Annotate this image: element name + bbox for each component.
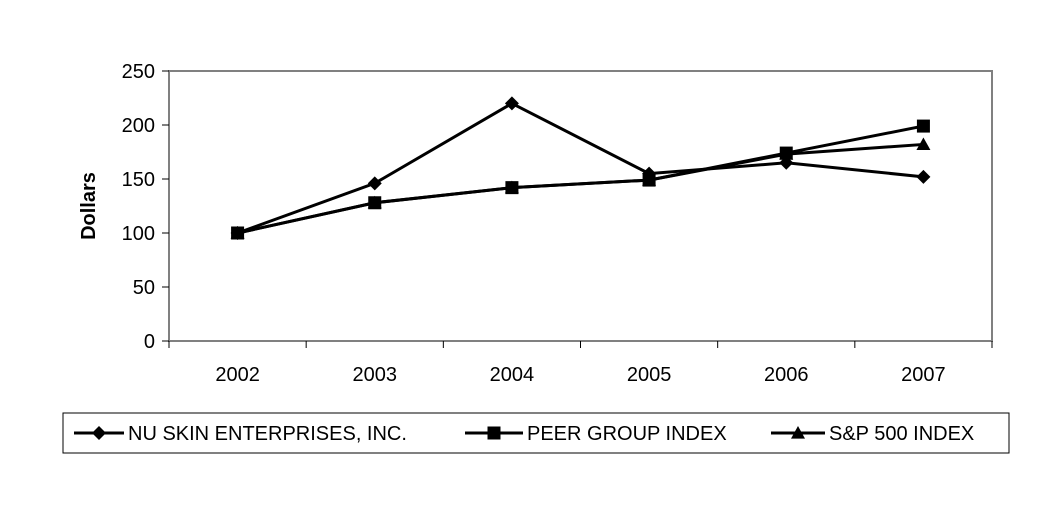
data-point-diamond [642,166,657,181]
y-axis: 0 50 100 150 200 250 [122,61,169,353]
series-line [237,101,924,235]
x-axis: 2002 2003 2004 2005 2006 2007 [168,341,993,386]
legend-item: PEER GROUP INDEX [465,423,727,445]
legend-label: S&P 500 INDEX [829,423,974,445]
plot-area [168,70,993,342]
y-tick-label: 250 [122,61,155,83]
data-point-diamond [779,155,794,170]
x-tick-label: 2003 [353,364,398,386]
series-diamond [230,96,931,240]
x-tick-label: 2005 [627,364,672,386]
data-point-square [505,181,519,195]
legend-item: S&P 500 INDEX [771,423,974,445]
data-point-square [368,196,382,210]
data-point-diamond [230,226,245,240]
data-point-square [916,119,930,133]
series-line [237,124,924,235]
x-tick-label: 2002 [215,364,260,386]
y-tick-label: 150 [122,169,155,191]
legend-item: NU SKIN ENTERPRISES, INC. [74,423,407,445]
legend-entries: NU SKIN ENTERPRISES, INC. PEER GROUP INDE… [74,423,974,445]
y-tick-label: 50 [133,277,155,299]
x-tick-label: 2004 [490,364,535,386]
y-tick-label: 0 [144,331,155,353]
x-tick-label: 2007 [901,364,946,386]
y-tick-label: 200 [122,115,155,137]
series-triangle [230,137,931,239]
data-point-diamond [916,169,931,184]
legend-marker-triangle [791,426,805,439]
legend-marker-diamond [92,426,106,440]
y-axis-title: Dollars [78,172,100,240]
series-layer [230,96,931,240]
data-point-diamond [367,176,382,191]
legend-label: NU SKIN ENTERPRISES, INC. [128,423,407,445]
data-point-diamond [504,96,519,111]
legend [62,412,1010,454]
legend-label: PEER GROUP INDEX [527,423,727,445]
data-point-triangle [916,137,931,151]
data-point-square [779,146,793,160]
legend-marker-square [487,426,501,440]
x-tick-label: 2006 [764,364,809,386]
y-tick-label: 100 [122,223,155,245]
series-line [237,142,924,235]
